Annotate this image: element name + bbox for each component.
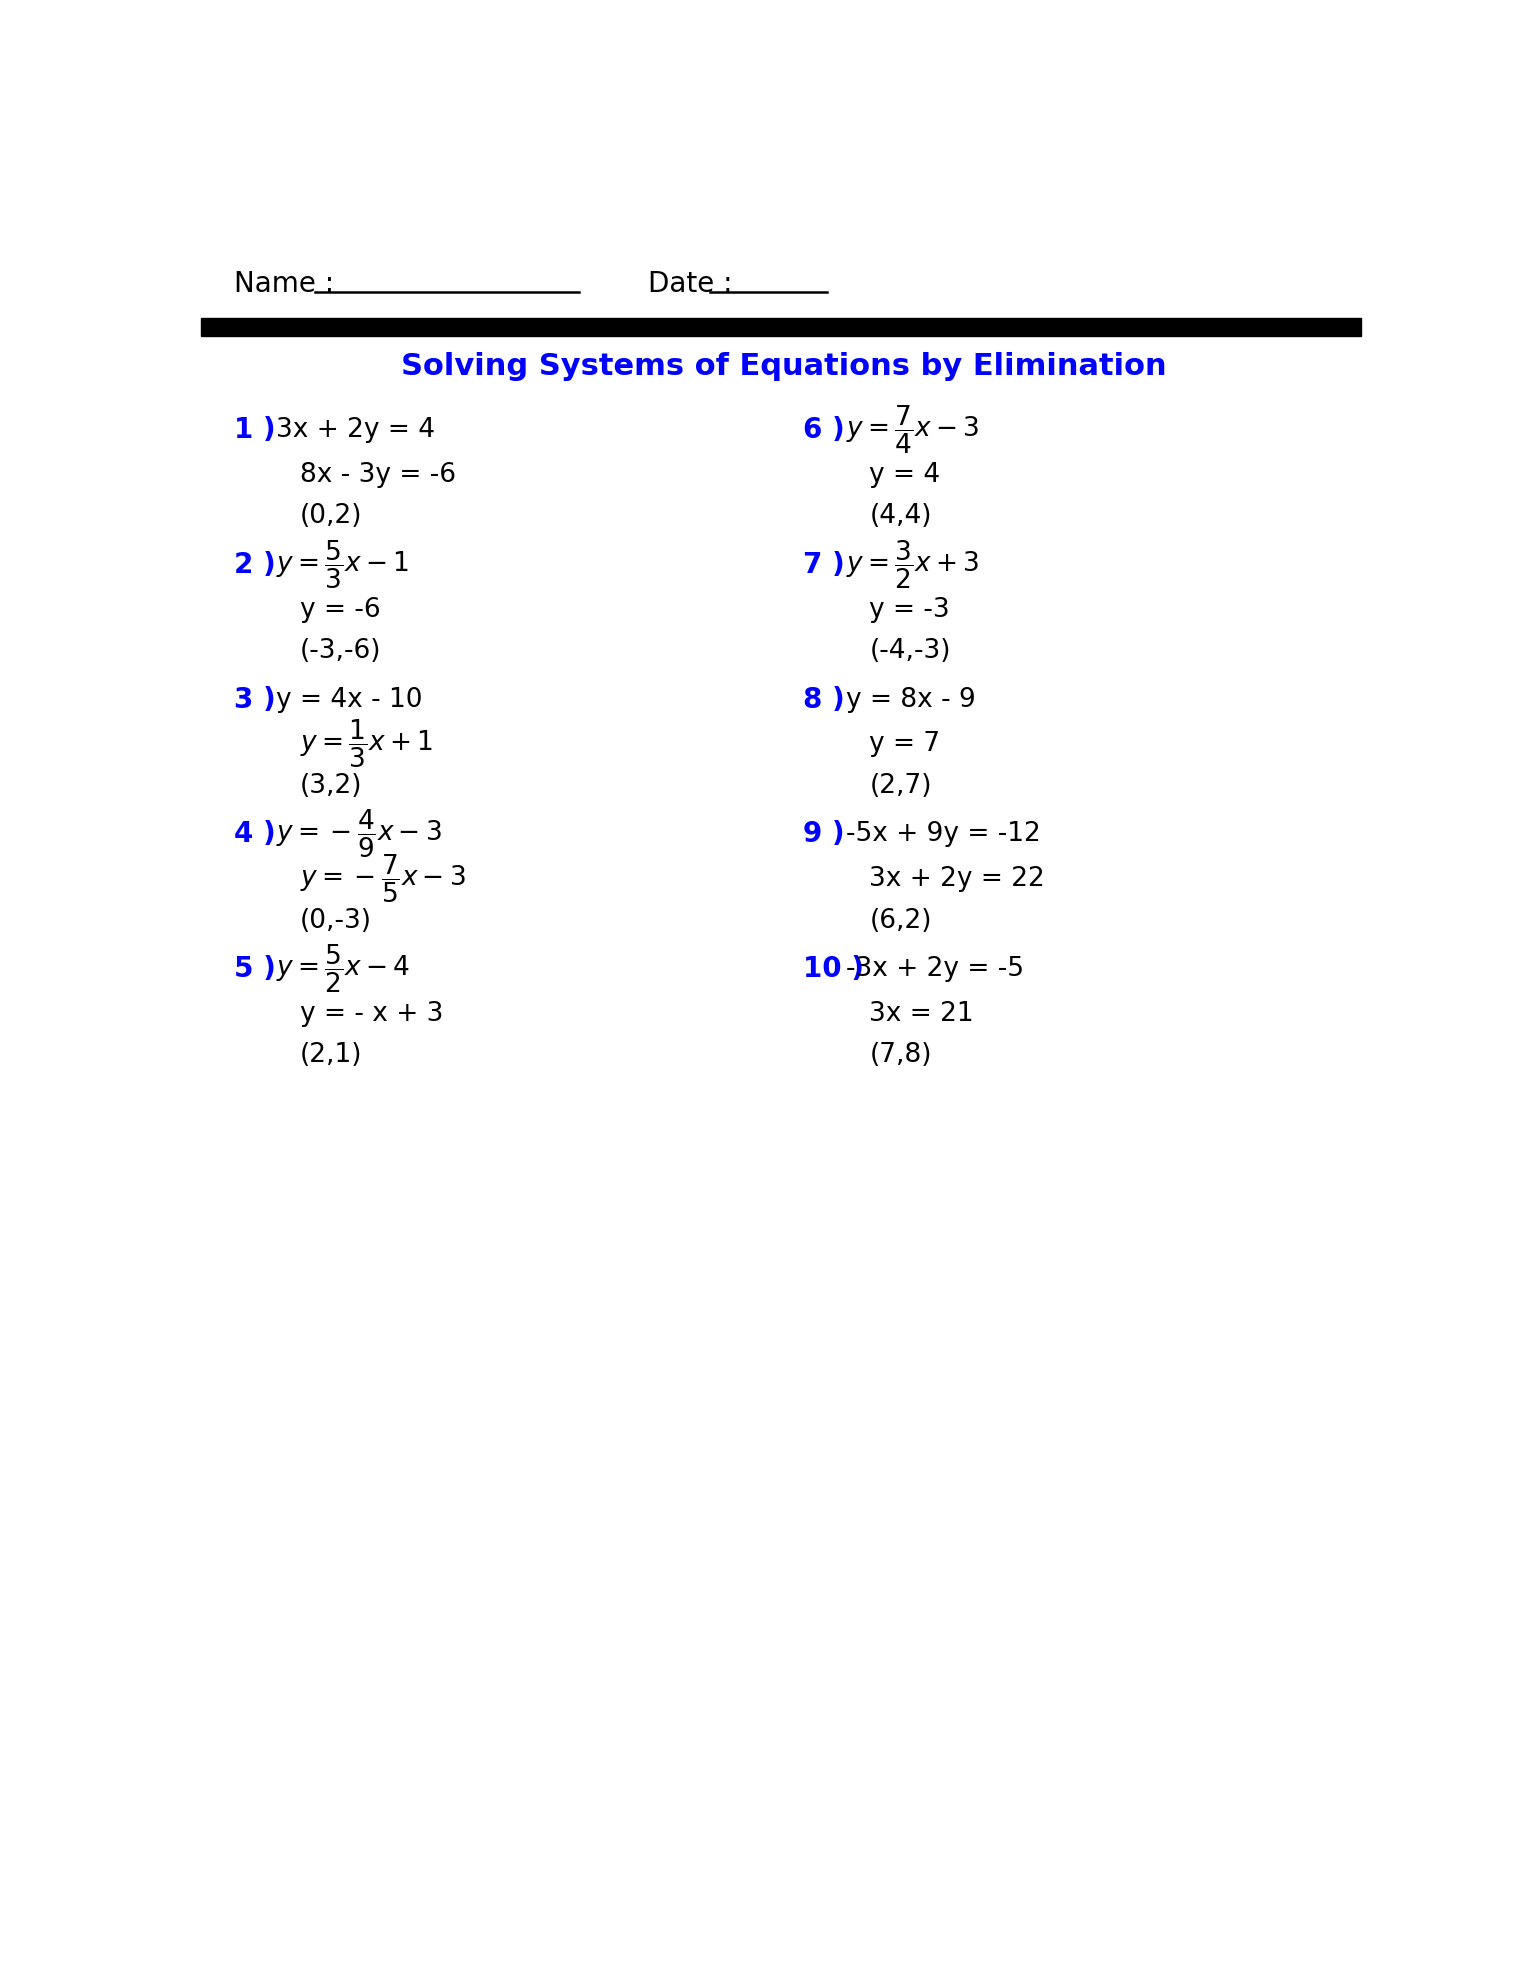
Text: 9 ): 9 ) [803,820,845,847]
Text: $y = \dfrac{5}{2}x - 4$: $y = \dfrac{5}{2}x - 4$ [277,942,410,996]
Text: $y = -\dfrac{7}{5}x - 3$: $y = -\dfrac{7}{5}x - 3$ [300,853,465,905]
Text: -3x + 2y = -5: -3x + 2y = -5 [846,956,1024,982]
Text: 5 ): 5 ) [234,954,275,984]
Text: 7 ): 7 ) [803,550,845,578]
Text: $y = \dfrac{3}{2}x + 3$: $y = \dfrac{3}{2}x + 3$ [846,539,979,590]
Text: 6 ): 6 ) [803,416,845,444]
Text: y = 4x - 10: y = 4x - 10 [277,687,422,713]
Text: (4,4): (4,4) [869,503,932,529]
Text: (7,8): (7,8) [869,1041,932,1069]
Text: $y = \dfrac{7}{4}x - 3$: $y = \dfrac{7}{4}x - 3$ [846,404,979,455]
Text: 1 ): 1 ) [234,416,275,444]
Text: 10 ): 10 ) [803,954,864,984]
Text: (0,2): (0,2) [300,503,363,529]
Text: (-3,-6): (-3,-6) [300,638,381,663]
Text: Name :: Name : [234,269,334,297]
Text: 4 ): 4 ) [234,820,275,847]
Text: 3x = 21: 3x = 21 [869,1000,975,1028]
Text: (0,-3): (0,-3) [300,907,372,935]
Text: y = 4: y = 4 [869,461,941,487]
Text: (2,7): (2,7) [869,772,932,798]
Text: y = -6: y = -6 [300,596,381,622]
Text: (3,2): (3,2) [300,772,363,798]
Text: Solving Systems of Equations by Elimination: Solving Systems of Equations by Eliminat… [401,352,1167,382]
Text: $y = -\dfrac{4}{9}x - 3$: $y = -\dfrac{4}{9}x - 3$ [277,808,442,861]
Text: -5x + 9y = -12: -5x + 9y = -12 [846,822,1040,847]
Text: $y = \dfrac{1}{3}x + 1$: $y = \dfrac{1}{3}x + 1$ [300,719,433,770]
Text: (-4,-3): (-4,-3) [869,638,950,663]
Text: 2 ): 2 ) [234,550,275,578]
Text: y = 8x - 9: y = 8x - 9 [846,687,976,713]
Text: y = 7: y = 7 [869,731,941,756]
Text: 8x - 3y = -6: 8x - 3y = -6 [300,461,456,487]
Text: $y = \dfrac{5}{3}x - 1$: $y = \dfrac{5}{3}x - 1$ [277,539,410,590]
Text: Date :: Date : [649,269,733,297]
Text: 3x + 2y = 4: 3x + 2y = 4 [277,418,436,444]
Text: 8 ): 8 ) [803,685,845,713]
Text: (2,1): (2,1) [300,1041,363,1069]
Text: 3 ): 3 ) [234,685,275,713]
Bar [200,319,1362,337]
Text: y = - x + 3: y = - x + 3 [300,1000,444,1028]
Text: (6,2): (6,2) [869,907,932,935]
Text: 3x + 2y = 22: 3x + 2y = 22 [869,865,1045,893]
Text: y = -3: y = -3 [869,596,950,622]
